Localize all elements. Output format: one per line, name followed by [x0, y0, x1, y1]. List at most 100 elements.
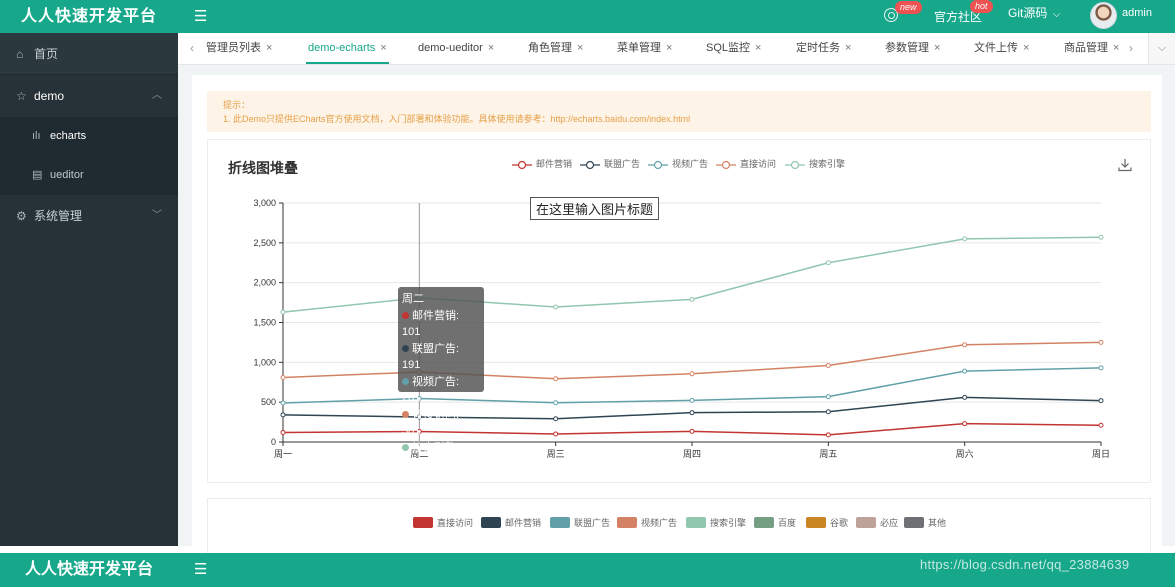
tab-label: 文件上传	[974, 42, 1018, 54]
legend-item[interactable]: 百度	[754, 516, 796, 529]
y-tick-label: 500	[261, 397, 276, 407]
legend-item[interactable]: 邮件营销	[512, 157, 572, 170]
avatar[interactable]	[1090, 2, 1117, 29]
legend-item[interactable]: 谷歌	[806, 516, 848, 529]
close-icon[interactable]: ×	[487, 42, 495, 54]
data-point	[553, 416, 559, 422]
tab-demo-echarts[interactable]: demo-echarts ×	[306, 33, 389, 64]
close-icon[interactable]: ×	[1113, 42, 1120, 54]
git-link-label: Git源码	[1008, 6, 1048, 20]
user-name[interactable]: admin	[1122, 7, 1152, 19]
legend-label: 邮件营销	[505, 518, 542, 528]
close-icon[interactable]: ×	[577, 42, 584, 54]
tab-parameters[interactable]: 参数管理 ×	[885, 33, 940, 64]
tab-menus[interactable]: 菜单管理 ×	[617, 33, 672, 64]
bar-chart-icon: ılı	[32, 130, 41, 142]
sidebar-item-system[interactable]: ⚙ 系统管理 ﹀	[0, 195, 178, 237]
y-tick-label: 1,500	[253, 318, 276, 328]
tab-label: 角色管理	[528, 42, 572, 54]
y-tick-label: 2,500	[253, 238, 276, 248]
tooltip-row: 直接访问: 301	[402, 408, 460, 437]
close-icon[interactable]: ×	[666, 42, 673, 54]
community-link[interactable]: 官方社区	[934, 10, 983, 24]
menu-icon[interactable]: ☰	[194, 561, 208, 578]
tooltip-category: 周二	[402, 293, 424, 305]
legend-item[interactable]: 联盟广告	[550, 516, 610, 529]
tab-file-upload[interactable]: 文件上传 ×	[974, 33, 1029, 64]
legend-item[interactable]: 视频广告	[617, 516, 677, 529]
tab-admin-list[interactable]: 管理员列表 ×	[206, 33, 272, 64]
data-point	[689, 428, 695, 434]
legend-label: 必应	[880, 518, 899, 528]
tooltip-value: 101	[402, 326, 421, 338]
chevron-right-icon[interactable]: ›	[1129, 41, 1133, 55]
chevron-left-icon[interactable]: ‹	[190, 41, 194, 55]
data-point	[825, 409, 831, 415]
sidebar-item-echarts[interactable]: ılı echarts	[0, 117, 178, 156]
data-point	[962, 236, 968, 242]
legend-item[interactable]: 其他	[904, 516, 946, 529]
legend-item[interactable]: 联盟广告	[580, 157, 640, 170]
legend-item[interactable]: 直接访问	[413, 516, 473, 529]
close-icon[interactable]: ×	[380, 42, 387, 54]
data-point	[825, 432, 831, 438]
data-point	[962, 342, 968, 348]
series-dot	[402, 344, 409, 352]
close-icon[interactable]: ×	[1023, 42, 1030, 54]
close-icon[interactable]: ×	[845, 42, 852, 54]
sidebar-item-ueditor[interactable]: ▤ ueditor	[0, 156, 178, 195]
tab-scheduled-jobs[interactable]: 定时任务 ×	[796, 33, 851, 64]
gear-icon[interactable]	[884, 8, 898, 22]
image-caption-input[interactable]: 在这里输入图片标题	[530, 197, 660, 220]
chevron-down-icon: ﹀	[152, 210, 162, 221]
legend-item[interactable]: 搜索引擎	[785, 157, 845, 170]
sidebar-item-home[interactable]: ⌂ 首页	[0, 33, 178, 75]
brand-logo[interactable]: 人人快速开发平台	[24, 561, 153, 578]
tab-products[interactable]: 商品管理 ×	[1064, 33, 1119, 64]
tooltip-row: 视频广告: 201	[402, 375, 460, 404]
tooltip-value: 191	[402, 359, 421, 371]
data-point	[280, 400, 286, 406]
legend-label: 搜索引擎	[809, 159, 846, 169]
legend-swatch	[856, 517, 876, 528]
tab-bar: ‹ 管理员列表 × demo-echarts × demo-ueditor × 角色管…	[178, 33, 1175, 65]
menu-icon[interactable]: ☰	[194, 8, 208, 25]
tip-text: 1. 此Demo只提供ECharts官方使用文档，入门部署和体验功能。具体使用请…	[223, 114, 691, 124]
close-icon[interactable]: ×	[934, 42, 941, 54]
tab-roles[interactable]: 角色管理 ×	[528, 33, 583, 64]
tab-sql-monitor[interactable]: SQL监控 ×	[706, 33, 761, 64]
legend-item[interactable]: 必应	[856, 516, 898, 529]
brand-logo[interactable]: 人人快速开发平台	[20, 8, 157, 25]
legend-item[interactable]: 视频广告	[648, 157, 708, 170]
series-dot	[402, 410, 409, 418]
tab-demo-ueditor[interactable]: demo-ueditor ×	[418, 33, 494, 64]
download-icon[interactable]	[1118, 158, 1132, 172]
close-icon[interactable]: ×	[266, 42, 273, 54]
tab-label: SQL监控	[706, 42, 751, 54]
close-icon[interactable]: ×	[755, 42, 762, 54]
top-navbar: 人人快速开发平台 ☰ new 官方社区 hot Git源码 ⌵ admin	[0, 0, 1175, 33]
data-point	[553, 376, 559, 382]
data-point	[689, 371, 695, 377]
x-tick-label: 周二	[410, 449, 428, 459]
tooltip-series-name: 联盟广告	[412, 342, 456, 355]
data-point	[1098, 234, 1104, 240]
hot-badge: hot	[970, 0, 993, 13]
legend-item[interactable]: 邮件营销	[481, 516, 541, 529]
tab-label: demo-echarts	[308, 42, 376, 54]
x-tick-label: 周六	[956, 448, 974, 459]
sidebar-submenu: ılı echarts ▤ ueditor	[0, 117, 178, 195]
chevron-down-icon[interactable]: ⌵	[1148, 33, 1175, 64]
legend-item[interactable]: 直接访问	[716, 157, 776, 170]
tooltip-series-name: 直接访问	[412, 408, 456, 421]
legend-item[interactable]: 搜索引擎	[686, 516, 746, 529]
legend-swatch	[550, 517, 570, 528]
sidebar-item-demo[interactable]: ☆ demo ︿	[0, 75, 178, 117]
tab-label: 定时任务	[796, 42, 840, 54]
tooltip-series-name: 邮件营销	[412, 309, 456, 322]
series-dot	[402, 311, 409, 319]
git-link[interactable]: Git源码 ⌵	[1008, 0, 1060, 30]
legend-label: 视频广告	[672, 159, 709, 169]
tab-label: demo-ueditor	[418, 42, 483, 54]
data-point	[825, 363, 831, 369]
